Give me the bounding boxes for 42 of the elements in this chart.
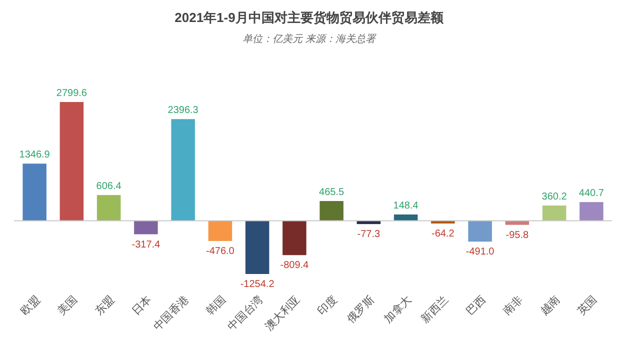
data-label: -491.0 xyxy=(466,246,495,258)
x-tick-label: 南非 xyxy=(500,292,526,318)
chart-title: 2021年1-9月中国对主要货物贸易伙伴贸易差额 xyxy=(174,10,444,25)
bar xyxy=(320,201,344,221)
x-tick-label: 越南 xyxy=(538,292,562,318)
data-label: -809.4 xyxy=(280,260,310,272)
bar xyxy=(282,220,306,256)
bar xyxy=(22,164,46,221)
bar xyxy=(60,102,84,221)
data-label: -95.8 xyxy=(506,230,530,241)
data-label: 2799.6 xyxy=(56,88,88,99)
bar xyxy=(134,220,158,234)
bar xyxy=(245,220,270,274)
bar xyxy=(208,220,232,241)
x-tick-label: 英国 xyxy=(574,292,600,318)
x-tick-label: 加拿大 xyxy=(381,292,414,326)
bar xyxy=(171,119,195,221)
bar xyxy=(468,220,492,242)
bar xyxy=(542,206,566,221)
data-label: 440.7 xyxy=(578,188,604,200)
data-label: 2396.3 xyxy=(168,105,199,116)
data-label: -1254.2 xyxy=(240,279,275,290)
data-label: -64.2 xyxy=(432,228,455,240)
x-tick-label: 巴西 xyxy=(464,294,488,318)
data-label: 148.4 xyxy=(393,200,419,212)
x-tick-label: 欧盟 xyxy=(18,294,43,318)
bar xyxy=(580,202,604,221)
x-tick-label: 美国 xyxy=(55,292,80,318)
data-label: -476.0 xyxy=(206,246,235,257)
data-label: 360.2 xyxy=(542,192,568,202)
x-tick-label: 新西兰 xyxy=(418,292,452,326)
data-label: 1346.9 xyxy=(19,150,50,161)
bar xyxy=(96,195,121,221)
x-tick-label: 俄罗斯 xyxy=(344,292,377,326)
data-label: 465.5 xyxy=(319,187,345,198)
data-label: -317.4 xyxy=(132,239,161,250)
x-tick-label: 印度 xyxy=(314,292,340,318)
data-label: 606.4 xyxy=(96,181,122,192)
data-label: -77.3 xyxy=(357,229,381,240)
bar xyxy=(394,214,418,221)
chart-subtitle: 单位：亿美元 来源：海关总署 xyxy=(242,33,376,45)
x-tick-label: 东盟 xyxy=(92,292,117,318)
